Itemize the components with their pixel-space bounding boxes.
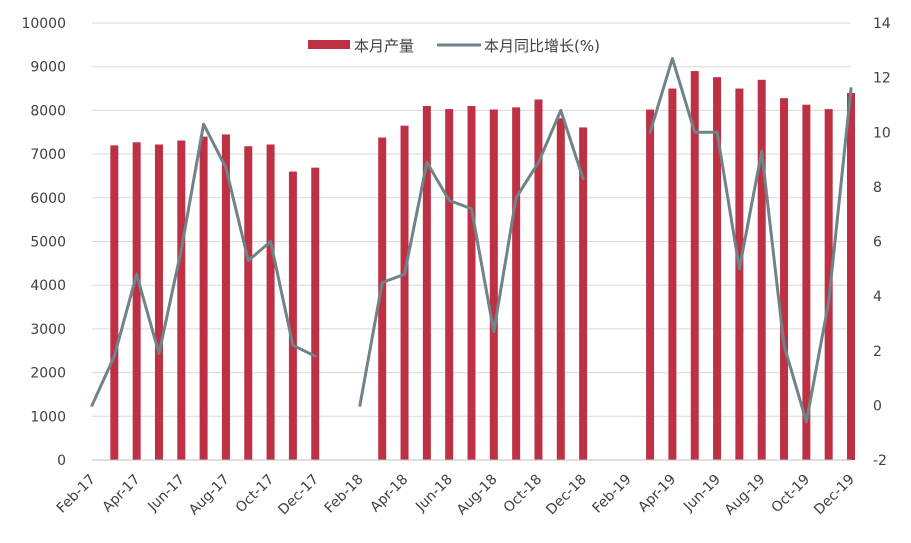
bar	[802, 104, 811, 461]
y-left-tick-label: 0	[57, 453, 66, 469]
x-tick-label: Jun-18	[412, 472, 456, 516]
left-axis-labels: 0 1000 2000 3000 4000 5000 6000 7000 8000 9000 100…	[21, 16, 66, 469]
bar	[713, 77, 722, 461]
x-tick-label: Oct-17	[233, 472, 278, 517]
line-series	[90, 57, 853, 424]
x-tick-label: Aug-18	[454, 472, 501, 519]
bar	[847, 92, 855, 461]
bar	[311, 167, 320, 460]
bar	[757, 79, 766, 460]
x-tick-label: Apr-19	[635, 472, 679, 516]
line-path	[358, 108, 585, 407]
x-tick-label: Dec-17	[275, 472, 322, 519]
y-right-tick-label: 10	[873, 125, 891, 141]
y-right-tick-label: 6	[873, 235, 882, 251]
bar	[735, 88, 744, 461]
bar	[668, 88, 677, 461]
y-right-tick-label: 14	[873, 16, 891, 32]
y-right-tick-label: 4	[873, 289, 882, 305]
bar	[690, 71, 699, 460]
bar	[422, 106, 431, 460]
x-tick-label: Feb-19	[590, 472, 635, 517]
y-left-tick-label: 4000	[30, 278, 66, 294]
bar	[445, 109, 454, 461]
y-left-tick-label: 7000	[30, 147, 66, 163]
x-tick-label: Feb-17	[54, 472, 99, 517]
x-tick-label: Dec-18	[543, 472, 590, 519]
x-tick-label: Apr-18	[367, 472, 411, 516]
x-tick-label: Jun-19	[680, 472, 724, 516]
y-left-tick-label: 3000	[30, 322, 66, 338]
bar	[132, 142, 141, 460]
bar	[646, 109, 655, 460]
y-left-tick-label: 5000	[30, 235, 66, 251]
x-tick-label: Jun-17	[144, 472, 188, 516]
x-tick-label: Oct-19	[769, 472, 814, 517]
legend: 本月产量 本月同比增长(%)	[308, 37, 600, 55]
right-axis-labels: -2 0 2 4 6 8 10 12 14	[873, 16, 891, 469]
x-tick-label: Feb-18	[322, 472, 367, 517]
y-right-tick-label: 12	[873, 71, 891, 87]
x-tick-label: Aug-19	[722, 472, 769, 519]
bar	[221, 134, 230, 460]
line-path	[90, 122, 317, 407]
y-left-tick-label: 6000	[30, 191, 66, 207]
bar	[489, 109, 498, 460]
bar	[266, 144, 275, 460]
y-left-tick-label: 1000	[30, 409, 66, 425]
bar	[556, 118, 565, 461]
y-right-tick-label: 8	[873, 180, 882, 196]
bar	[512, 107, 521, 460]
x-tick-label: Dec-19	[811, 472, 858, 519]
bar	[110, 145, 119, 461]
bar	[579, 127, 588, 461]
bar	[780, 98, 789, 460]
bar	[244, 146, 253, 460]
bar	[378, 137, 387, 460]
bar	[400, 125, 409, 460]
y-left-tick-label: 8000	[30, 103, 66, 119]
x-tick-label: Aug-17	[186, 472, 233, 519]
y-left-tick-label: 2000	[30, 366, 66, 382]
bar-series	[110, 71, 855, 461]
y-right-tick-label: -2	[873, 453, 887, 469]
x-tick-label: Apr-17	[99, 472, 143, 516]
legend-bar-label: 本月产量	[354, 37, 414, 55]
y-right-tick-label: 0	[873, 398, 882, 414]
y-right-tick-label: 2	[873, 344, 882, 360]
bar	[154, 144, 163, 460]
y-left-tick-label: 10000	[21, 16, 66, 32]
legend-bar-swatch	[308, 40, 350, 49]
bar	[467, 106, 476, 460]
bar	[534, 99, 543, 460]
bar	[288, 171, 297, 460]
x-tick-label: Oct-18	[501, 472, 546, 517]
bar	[177, 140, 186, 461]
line-path	[648, 57, 853, 424]
y-left-tick-label: 9000	[30, 60, 66, 76]
bar	[199, 136, 208, 460]
bar	[824, 109, 833, 461]
legend-line-label: 本月同比增长(%)	[484, 37, 600, 55]
